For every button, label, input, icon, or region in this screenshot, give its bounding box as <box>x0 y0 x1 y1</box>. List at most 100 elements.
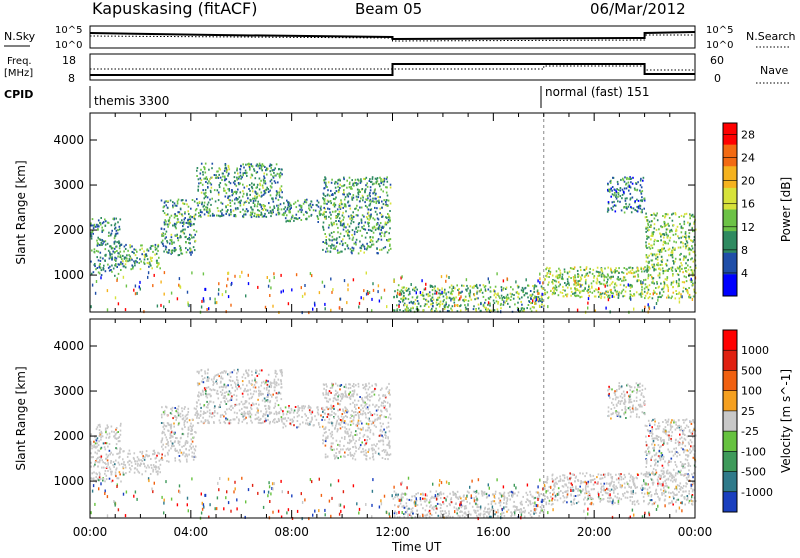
echo-cell <box>115 218 117 220</box>
speckle-cell <box>296 273 297 276</box>
speckle-cell <box>537 292 538 295</box>
echo-cell <box>672 286 674 288</box>
speckle-cell <box>386 305 387 308</box>
echo-cell <box>267 386 269 388</box>
echo-cell <box>278 384 280 386</box>
echo-cell <box>679 223 681 225</box>
echo-cell <box>182 202 184 204</box>
echo-cell <box>360 409 362 411</box>
echo-cell <box>366 199 368 201</box>
echo-cell <box>230 202 232 204</box>
echo-cell <box>102 435 104 437</box>
echo-cell <box>184 455 186 457</box>
echo-cell <box>691 281 693 283</box>
echo-cell <box>270 400 272 402</box>
echo-cell <box>671 229 673 231</box>
echo-cell <box>388 200 390 202</box>
echo-cell <box>174 449 176 451</box>
echo-cell <box>663 247 665 249</box>
echo-cell <box>272 394 274 396</box>
echo-cell <box>382 402 384 404</box>
echo-cell <box>237 384 239 386</box>
echo-cell <box>356 199 358 201</box>
speckle-cell <box>344 279 345 282</box>
echo-cell <box>94 251 96 253</box>
speckle-cell <box>90 305 91 308</box>
echo-cell <box>265 189 267 191</box>
echo-cell <box>482 292 484 294</box>
echo-cell <box>222 378 224 380</box>
echo-cell <box>611 190 613 192</box>
echo-cell <box>444 291 446 293</box>
echo-cell <box>662 259 664 261</box>
echo-cell <box>273 177 275 179</box>
echo-cell <box>105 244 107 246</box>
echo-cell <box>144 259 146 261</box>
echo-cell <box>483 284 485 286</box>
echo-cell <box>223 386 225 388</box>
echo-cell <box>304 406 306 408</box>
echo-cell <box>265 183 267 185</box>
echo-cell <box>362 448 364 450</box>
echo-cell <box>109 251 111 253</box>
echo-cell <box>390 187 392 189</box>
echo-cell <box>236 395 238 397</box>
echo-cell <box>588 295 590 297</box>
echo-cell <box>460 304 462 306</box>
echo-cell <box>581 274 583 276</box>
speckle-cell <box>466 278 467 281</box>
echo-cell <box>281 185 283 187</box>
speckle-cell <box>521 308 522 311</box>
speckle-cell <box>304 292 305 295</box>
echo-cell <box>132 251 134 253</box>
echo-cell <box>115 233 117 235</box>
speckle-cell <box>288 302 289 305</box>
echo-cell <box>323 222 325 224</box>
speckle-cell <box>216 301 217 304</box>
echo-cell <box>222 209 224 211</box>
echo-cell <box>243 172 245 174</box>
echo-cell <box>437 288 439 290</box>
echo-cell <box>254 384 256 386</box>
echo-cell <box>657 262 659 264</box>
echo-cell <box>172 249 174 251</box>
echo-cell <box>559 274 561 276</box>
echo-cell <box>376 200 378 202</box>
echo-cell <box>193 246 195 248</box>
echo-cell <box>401 289 403 291</box>
speckle-cell <box>574 280 575 283</box>
echo-cell <box>102 258 104 260</box>
echo-cell <box>416 306 418 308</box>
speckle-cell <box>401 293 402 296</box>
echo-cell <box>98 225 100 227</box>
echo-cell <box>191 430 193 432</box>
echo-cell <box>682 281 684 283</box>
echo-cell <box>209 178 211 180</box>
speckle-cell <box>547 272 548 275</box>
speckle-cell <box>135 292 136 295</box>
speckle-cell <box>537 279 538 282</box>
echo-cell <box>114 257 116 259</box>
speckle-cell <box>367 292 368 295</box>
echo-cell <box>378 399 380 401</box>
speckle-cell <box>325 307 326 310</box>
echo-cell <box>125 467 127 469</box>
speckle-cell <box>139 281 140 284</box>
echo-cell <box>387 252 389 254</box>
echo-cell <box>670 267 672 269</box>
echo-cell <box>335 210 337 212</box>
echo-cell <box>207 372 209 374</box>
echo-cell <box>167 207 169 209</box>
echo-cell <box>273 172 275 174</box>
echo-cell <box>493 300 495 302</box>
echo-cell <box>279 188 281 190</box>
echo-cell <box>684 267 686 269</box>
speckle-cell <box>164 271 165 274</box>
echo-cell <box>372 240 374 242</box>
echo-cell <box>388 383 390 385</box>
echo-cell <box>684 213 686 215</box>
echo-cell <box>551 281 553 283</box>
echo-cell <box>221 386 223 388</box>
echo-cell <box>378 202 380 204</box>
echo-cell <box>504 297 506 299</box>
